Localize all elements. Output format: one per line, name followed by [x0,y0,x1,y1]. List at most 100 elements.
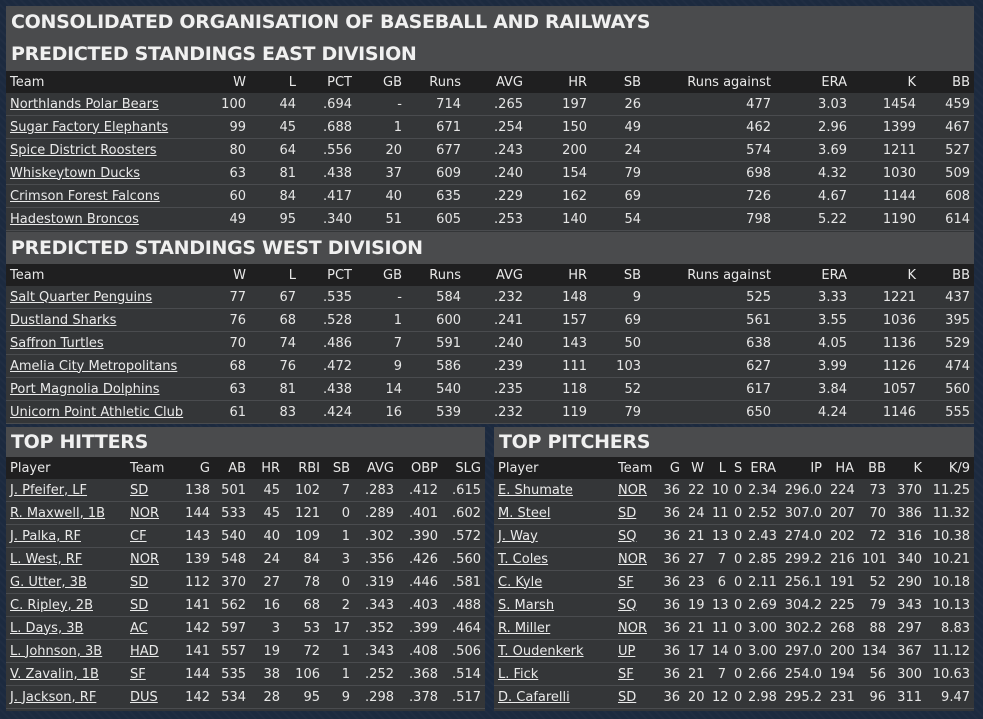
column-header-era[interactable]: ERA [775,71,851,93]
column-header-team[interactable]: Team [126,457,176,479]
name-link-j-jackson-rf[interactable]: J. Jackson, RF [10,689,97,705]
team-link-up[interactable]: UP [618,643,636,659]
column-header-team[interactable]: Team [614,457,654,479]
name-link-port-magnolia-dolphins[interactable]: Port Magnolia Dolphins [10,381,160,397]
column-header-bb[interactable]: BB [920,264,974,286]
column-header-gb[interactable]: GB [356,71,406,93]
column-header-obp[interactable]: OBP [398,457,442,479]
name-link-j-pfeifer-lf[interactable]: J. Pfeifer, LF [10,482,88,498]
name-link-l-fick[interactable]: L. Fick [498,666,539,682]
name-link-j-way[interactable]: J. Way [498,528,538,544]
column-header-w[interactable]: W [684,457,708,479]
column-header-l[interactable]: L [250,71,300,93]
name-link-r-miller[interactable]: R. Miller [498,620,551,636]
name-link-saffron-turtles[interactable]: Saffron Turtles [10,335,104,351]
column-header-sb[interactable]: SB [591,71,645,93]
column-header-gb[interactable]: GB [356,264,406,286]
column-header-ab[interactable]: AB [214,457,250,479]
column-header-avg[interactable]: AVG [465,264,527,286]
column-header-hr[interactable]: HR [527,264,591,286]
name-link-crimson-forest-falcons[interactable]: Crimson Forest Falcons [10,188,160,204]
column-header-k-9[interactable]: K/9 [926,457,974,479]
name-link-m-steel[interactable]: M. Steel [498,505,551,521]
column-header-runs-against[interactable]: Runs against [645,264,775,286]
name-link-j-palka-rf[interactable]: J. Palka, RF [10,528,81,544]
column-header-l[interactable]: L [250,264,300,286]
column-header-team[interactable]: Team [6,71,206,93]
column-header-sb[interactable]: SB [324,457,354,479]
column-header-player[interactable]: Player [6,457,126,479]
name-link-s-marsh[interactable]: S. Marsh [498,597,555,613]
name-link-sugar-factory-elephants[interactable]: Sugar Factory Elephants [10,119,169,135]
column-header-runs[interactable]: Runs [406,264,465,286]
column-header-bb[interactable]: BB [920,71,974,93]
name-link-t-oudenkerk[interactable]: T. Oudenkerk [498,643,584,659]
team-link-sf[interactable]: SF [130,666,146,682]
team-link-sq[interactable]: SQ [618,528,637,544]
column-header-k[interactable]: K [851,264,920,286]
name-link-amelia-city-metropolitans[interactable]: Amelia City Metropolitans [10,358,178,374]
column-header-rbi[interactable]: RBI [284,457,324,479]
name-link-l-days-3b[interactable]: L. Days, 3B [10,620,84,636]
team-link-nor[interactable]: NOR [618,551,647,567]
column-header-pct[interactable]: PCT [300,71,356,93]
column-header-l[interactable]: L [708,457,730,479]
column-header-runs[interactable]: Runs [406,71,465,93]
column-header-ip[interactable]: IP [780,457,826,479]
team-link-nor[interactable]: NOR [130,551,159,567]
name-link-spice-district-roosters[interactable]: Spice District Roosters [10,142,157,158]
column-header-player[interactable]: Player [494,457,614,479]
column-header-avg[interactable]: AVG [465,71,527,93]
column-header-w[interactable]: W [206,264,250,286]
team-link-sd[interactable]: SD [618,689,637,705]
name-link-t-coles[interactable]: T. Coles [498,551,549,567]
team-link-sq[interactable]: SQ [618,597,637,613]
column-header-w[interactable]: W [206,71,250,93]
column-header-s[interactable]: S [730,457,744,479]
team-link-sd[interactable]: SD [618,505,637,521]
name-link-e-shumate[interactable]: E. Shumate [498,482,573,498]
column-header-team[interactable]: Team [6,264,206,286]
name-link-l-west-rf[interactable]: L. West, RF [10,551,83,567]
column-header-runs-against[interactable]: Runs against [645,71,775,93]
team-link-nor[interactable]: NOR [130,505,159,521]
column-header-g[interactable]: G [176,457,214,479]
team-link-sf[interactable]: SF [618,666,634,682]
name-link-whiskeytown-ducks[interactable]: Whiskeytown Ducks [10,165,140,181]
team-link-sd[interactable]: SD [130,574,149,590]
name-link-northlands-polar-bears[interactable]: Northlands Polar Bears [10,96,159,112]
name-link-d-cafarelli[interactable]: D. Cafarelli [498,689,570,705]
column-header-avg[interactable]: AVG [354,457,398,479]
team-link-cf[interactable]: CF [130,528,147,544]
name-link-salt-quarter-penguins[interactable]: Salt Quarter Penguins [10,289,153,305]
team-link-dus[interactable]: DUS [130,689,158,705]
name-link-c-kyle[interactable]: C. Kyle [498,574,543,590]
team-link-nor[interactable]: NOR [618,482,647,498]
column-header-era[interactable]: ERA [775,264,851,286]
team-link-sf[interactable]: SF [618,574,634,590]
column-header-hr[interactable]: HR [527,71,591,93]
name-link-r-maxwell-1b[interactable]: R. Maxwell, 1B [10,505,106,521]
name-link-l-johnson-3b[interactable]: L. Johnson, 3B [10,643,103,659]
column-header-ha[interactable]: HA [826,457,858,479]
team-link-had[interactable]: HAD [130,643,159,659]
team-link-sd[interactable]: SD [130,597,149,613]
column-header-k[interactable]: K [851,71,920,93]
name-link-dustland-sharks[interactable]: Dustland Sharks [10,312,117,328]
column-header-slg[interactable]: SLG [442,457,485,479]
name-link-c-ripley-2b[interactable]: C. Ripley, 2B [10,597,93,613]
team-link-nor[interactable]: NOR [618,620,647,636]
team-link-ac[interactable]: AC [130,620,148,636]
column-header-bb[interactable]: BB [858,457,890,479]
column-header-g[interactable]: G [654,457,684,479]
column-header-hr[interactable]: HR [250,457,284,479]
column-header-pct[interactable]: PCT [300,264,356,286]
name-link-g-utter-3b[interactable]: G. Utter, 3B [10,574,87,590]
name-link-unicorn-point-athletic-club[interactable]: Unicorn Point Athletic Club [10,404,184,420]
name-link-v-zavalin-1b[interactable]: V. Zavalin, 1B [10,666,99,682]
column-header-era[interactable]: ERA [744,457,780,479]
team-link-sd[interactable]: SD [130,482,149,498]
column-header-k[interactable]: K [890,457,926,479]
name-link-hadestown-broncos[interactable]: Hadestown Broncos [10,211,139,227]
column-header-sb[interactable]: SB [591,264,645,286]
